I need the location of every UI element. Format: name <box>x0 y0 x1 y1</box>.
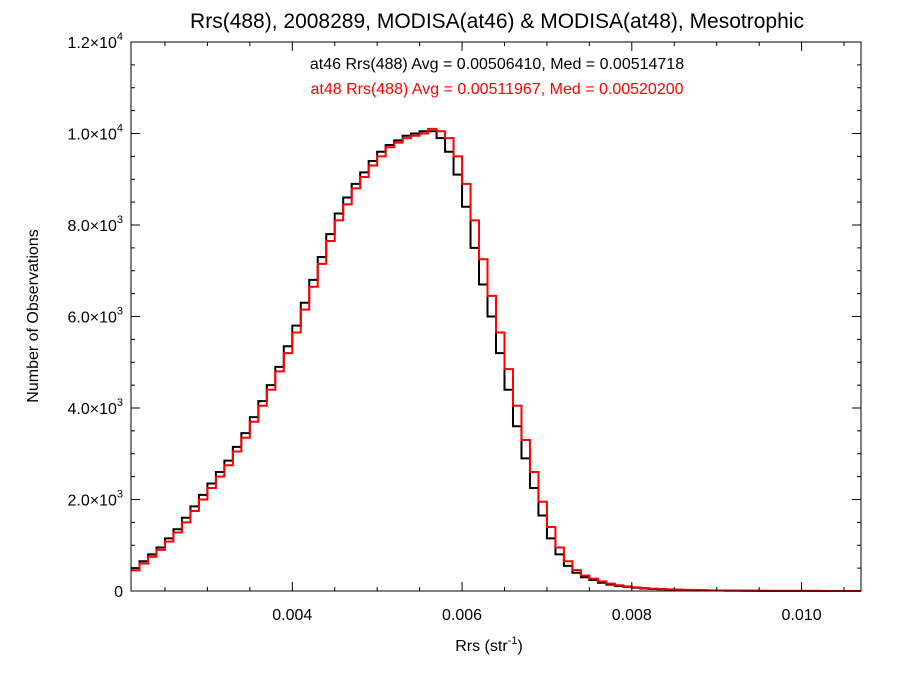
y-tick-label: 2.0×103 <box>67 489 123 510</box>
y-tick-label-exponent: 3 <box>117 306 123 318</box>
plot-area: 0.004 0.006 0.008 0.010 02.0×1034.0×1036.0×… <box>67 31 862 624</box>
stats-annotation: at46 Rrs(488) Avg = 0.00506410, Med = 0.… <box>310 56 684 73</box>
x-axis-title: Rrs (str-1) <box>455 635 523 655</box>
x-axis-title-superscript: -1 <box>508 635 518 647</box>
y-tick-label-exponent: 3 <box>117 397 123 409</box>
y-tick-label-exponent: 3 <box>117 489 123 501</box>
y-tick-label-mantissa: 1.2×10 <box>67 35 116 52</box>
y-tick-label-mantissa: 1.0×10 <box>67 127 116 144</box>
y-tick-label: 1.2×104 <box>67 31 123 52</box>
y-tick-label-mantissa: 6.0×10 <box>67 310 116 327</box>
x-tick-label: 0.004 <box>272 607 312 624</box>
x-axis-title-close: ) <box>517 638 522 655</box>
chart-title: Rrs(488), 2008289, MODISA(at46) & MODISA… <box>190 10 804 33</box>
y-tick-label-mantissa: 8.0×10 <box>67 218 116 235</box>
x-axis: 0.004 0.006 0.008 0.010 <box>164 42 845 624</box>
histogram-series-at48 <box>131 127 861 592</box>
x-tick-label: 0.008 <box>612 607 652 624</box>
histogram-series-at46 <box>131 130 861 592</box>
y-tick-label-mantissa: 4.0×10 <box>67 401 116 418</box>
y-tick-label: 8.0×103 <box>67 214 123 235</box>
y-tick-label-mantissa: 2.0×10 <box>67 493 116 510</box>
y-tick-label-exponent: 4 <box>117 123 123 135</box>
y-axis-title: Number of Observations <box>25 229 42 402</box>
y-tick-label-exponent: 4 <box>117 31 123 43</box>
y-tick-label: 6.0×103 <box>67 306 123 327</box>
y-axis: 02.0×1034.0×1036.0×1038.0×1031.0×1041.2×… <box>67 31 861 601</box>
y-tick-label: 0 <box>114 584 123 601</box>
x-tick-label: 0.006 <box>442 607 482 624</box>
stats-annotation: at48 Rrs(488) Avg = 0.00511967, Med = 0.… <box>310 81 683 98</box>
annotations: at46 Rrs(488) Avg = 0.00506410, Med = 0.… <box>310 56 684 98</box>
y-tick-label: 1.0×104 <box>67 123 123 144</box>
y-tick-label-exponent: 3 <box>117 214 123 226</box>
x-axis-title-main: Rrs (str <box>455 638 508 655</box>
x-tick-label: 0.010 <box>782 607 822 624</box>
y-tick-label: 4.0×103 <box>67 397 123 418</box>
y-tick-label-mantissa: 0 <box>114 584 123 601</box>
series-layer <box>131 127 861 592</box>
